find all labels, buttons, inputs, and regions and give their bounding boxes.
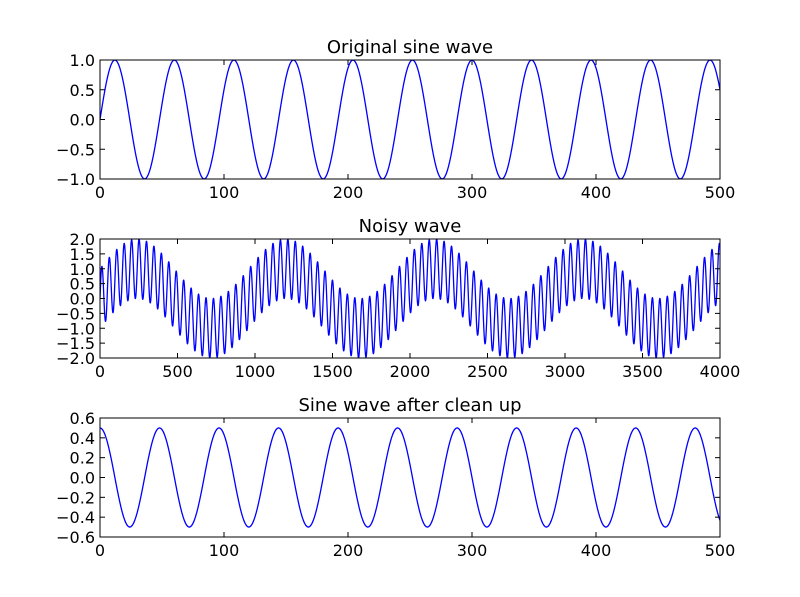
- y-tick-label: 0.0: [70, 290, 95, 309]
- y-tick-label: −0.6: [56, 528, 95, 547]
- x-tick-label: 4000: [700, 362, 741, 381]
- chart-title: Sine wave after clean up: [298, 395, 521, 416]
- x-tick-label: 400: [581, 541, 612, 560]
- y-tick-label: −1.0: [56, 319, 95, 338]
- y-tick-label: −1.0: [56, 170, 95, 189]
- x-tick-label: 300: [457, 183, 488, 202]
- x-tick-label: 400: [581, 183, 612, 202]
- y-tick-label: 2.0: [70, 230, 95, 249]
- y-tick-label: 0.5: [70, 275, 95, 294]
- y-tick-labels: 2.0 1.5 1.0 0.5 0.0 −0.5 −1.0 −1.5 −2.0: [56, 230, 95, 368]
- series-line: [100, 427, 720, 528]
- x-tick-label: 0: [95, 183, 105, 202]
- y-tick-label: 0.5: [70, 81, 95, 100]
- x-tick-label: 500: [162, 362, 193, 381]
- x-tick-labels: 0 500 1000 1500 2000 2500 3000 3500 4000: [95, 362, 740, 381]
- y-tick-label: 1.0: [70, 51, 95, 70]
- x-tick-label: 1500: [312, 362, 353, 381]
- y-tick-label: −0.2: [56, 488, 95, 507]
- x-tick-labels: 0 100 200 300 400 500: [95, 183, 735, 202]
- y-tick-label: 1.5: [70, 245, 95, 264]
- y-tick-labels: 1.0 0.5 0.0 −0.5 −1.0: [56, 51, 95, 189]
- y-tick-label: −1.5: [56, 334, 95, 353]
- x-tick-label: 200: [333, 183, 364, 202]
- plot-area: [99, 417, 721, 538]
- x-tick-labels: 0 100 200 300 400 500: [95, 541, 735, 560]
- x-tick-label: 200: [333, 541, 364, 560]
- panel-cleaned: Sine wave after clean up 0 100 200 300 4…: [56, 395, 735, 560]
- y-tick-label: 0.0: [70, 469, 95, 488]
- chart-title: Noisy wave: [359, 216, 462, 237]
- x-tick-label: 2000: [390, 362, 431, 381]
- x-tick-label: 500: [705, 541, 736, 560]
- x-tick-label: 300: [457, 541, 488, 560]
- x-tick-label: 100: [209, 183, 240, 202]
- x-tick-label: 1000: [235, 362, 276, 381]
- plot-area: [99, 59, 721, 180]
- x-tick-label: 3500: [622, 362, 663, 381]
- panel-noisy: Noisy wave 0 500 1000 1500 2000 2500 300…: [56, 216, 740, 381]
- y-tick-label: 0.4: [70, 429, 95, 448]
- y-tick-label: −0.5: [56, 304, 95, 323]
- chart-title: Original sine wave: [327, 37, 493, 58]
- plot-area: [99, 238, 721, 359]
- x-tick-label: 3000: [545, 362, 586, 381]
- panel-original: Original sine wave 0 100 200 300 400 500…: [56, 37, 735, 202]
- y-tick-label: −2.0: [56, 349, 95, 368]
- x-tick-label: 0: [95, 541, 105, 560]
- y-tick-label: 0.2: [70, 449, 95, 468]
- x-tick-label: 100: [209, 541, 240, 560]
- y-tick-label: 1.0: [70, 260, 95, 279]
- x-tick-label: 0: [95, 362, 105, 381]
- x-tick-label: 2500: [467, 362, 508, 381]
- x-tick-label: 500: [705, 183, 736, 202]
- y-tick-label: −0.4: [56, 508, 95, 527]
- y-tick-label: −0.5: [56, 140, 95, 159]
- y-tick-label: 0.0: [70, 111, 95, 130]
- y-tick-label: 0.6: [70, 409, 95, 428]
- y-tick-labels: 0.6 0.4 0.2 0.0 −0.2 −0.4 −0.6: [56, 409, 95, 547]
- series-line: [100, 239, 720, 358]
